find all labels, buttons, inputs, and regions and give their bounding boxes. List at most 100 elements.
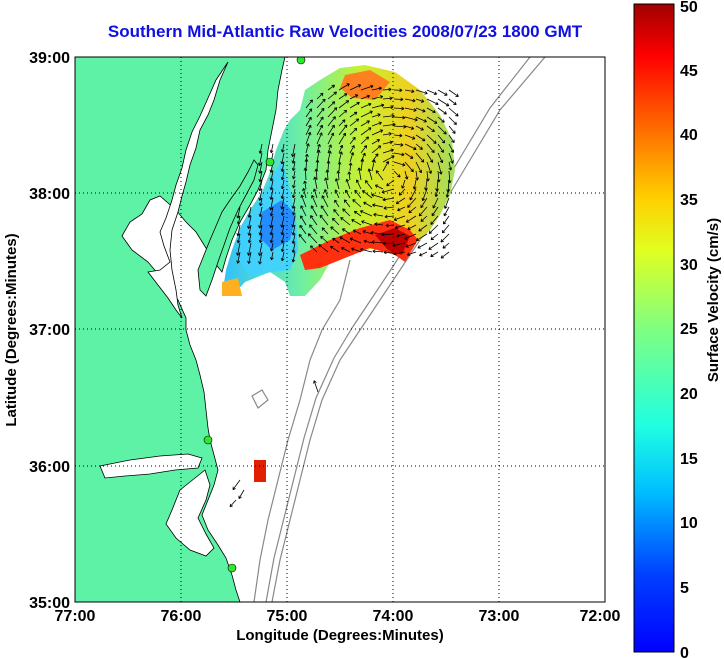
velocity-arrow: [360, 127, 372, 136]
velocity-arrow: [437, 89, 448, 96]
velocity-arrow: [393, 106, 405, 111]
velocity-arrow: [371, 95, 384, 100]
velocity-arrow: [300, 205, 307, 217]
velocity-arrow: [371, 240, 384, 244]
velocity-arrow: [430, 233, 439, 241]
velocity-arrow: [372, 249, 384, 254]
velocity-arrow: [359, 247, 373, 253]
velocity-arrow: [318, 244, 329, 253]
station-marker: [265, 157, 275, 167]
velocity-arrow: [437, 152, 444, 164]
velocity-arrow: [353, 210, 362, 217]
velocity-arrow: [407, 197, 417, 208]
velocity-arrow: [292, 170, 296, 180]
velocity-arrow: [292, 179, 296, 189]
velocity-arrow: [370, 230, 384, 235]
velocity-arrow: [349, 94, 359, 100]
velocity-arrow: [269, 215, 274, 229]
velocity-arrow: [280, 224, 285, 236]
velocity-arrow: [247, 242, 252, 256]
velocity-arrow: [408, 206, 417, 214]
velocity-arrow: [316, 98, 326, 109]
velocity-arrow: [327, 107, 338, 118]
velocity-arrow: [415, 143, 423, 150]
velocity-arrow: [280, 215, 285, 228]
velocity-arrow: [393, 161, 406, 167]
x-tick-label: 75:00: [267, 608, 308, 625]
velocity-arrow: [348, 162, 353, 172]
velocity-arrow: [316, 132, 323, 145]
velocity-arrow: [291, 206, 296, 216]
velocity-arrow: [448, 125, 456, 134]
velocity-arrow: [321, 195, 329, 208]
velocity-arrow: [324, 177, 329, 190]
velocity-arrow: [415, 107, 426, 113]
velocity-arrow: [338, 151, 343, 163]
velocity-arrow: [309, 224, 318, 235]
x-tick-label: 74:00: [373, 608, 414, 625]
velocity-arrow: [374, 184, 384, 190]
velocity-arrow: [404, 170, 409, 180]
velocity-arrow: [393, 124, 407, 129]
velocity-arrow: [305, 131, 312, 145]
velocity-arrow: [371, 103, 385, 109]
velocity-arrow: [258, 224, 263, 236]
velocity-arrow: [360, 84, 374, 91]
velocity-arrow: [327, 101, 336, 109]
velocity-arrow: [371, 145, 382, 154]
velocity-arrow: [280, 152, 285, 165]
velocity-arrow: [314, 168, 319, 181]
plot-frame: [74, 56, 606, 603]
velocity-arrow: [426, 161, 433, 174]
velocity-arrow: [316, 124, 323, 136]
x-axis-label: Longitude (Degrees:Minutes): [236, 627, 444, 644]
velocity-arrow: [393, 133, 403, 138]
velocity-arrow: [426, 98, 439, 106]
velocity-arrow: [258, 215, 263, 229]
velocity-arrow: [247, 215, 252, 229]
velocity-arrow: [258, 143, 263, 154]
velocity-arrow: [305, 124, 312, 136]
velocity-arrow: [247, 251, 252, 264]
velocity-arrow: [448, 143, 455, 153]
velocity-arrow: [338, 144, 344, 154]
velocity-arrow: [305, 143, 310, 154]
velocity-arrow: [280, 179, 285, 190]
bathymetry-contours: [251, 57, 546, 602]
velocity-arrow: [417, 242, 428, 249]
velocity-arrow: [349, 84, 362, 91]
velocity-arrow: [404, 116, 418, 122]
velocity-arrow: [363, 201, 373, 208]
x-tick-label: 72:00: [580, 608, 621, 625]
velocity-arrow: [440, 233, 450, 243]
velocity-arrow: [371, 159, 376, 172]
velocity-arrow: [303, 180, 307, 190]
chesapeake-bay: [147, 61, 229, 319]
velocity-arrow: [357, 167, 362, 181]
x-tick-label: 73:00: [479, 608, 520, 625]
velocity-arrow: [442, 242, 450, 249]
velocity-arrow: [299, 224, 307, 235]
velocity-arrow: [437, 134, 446, 144]
velocity-arrow: [360, 145, 368, 154]
velocity-arrow: [393, 115, 406, 120]
delmarva-peninsula: [197, 159, 259, 297]
velocity-arrow: [409, 188, 417, 201]
velocity-arrow: [307, 233, 318, 244]
velocity-arrow: [344, 189, 351, 199]
velocity-arrow: [443, 206, 450, 217]
velocity-arrow: [343, 199, 351, 208]
velocity-arrow: [338, 119, 346, 127]
colorbar-tick-label: 5: [680, 580, 689, 597]
velocity-arrow: [345, 178, 351, 190]
velocity-arrow: [404, 107, 417, 112]
velocity-arrow: [236, 206, 241, 219]
velocity-arrow: [269, 242, 274, 252]
velocity-arrow: [419, 251, 428, 257]
velocity-arrow: [363, 239, 373, 244]
velocity-arrow: [303, 167, 308, 181]
velocity-arrow: [430, 251, 439, 258]
velocity-arrow: [404, 233, 417, 240]
velocity-arrow: [310, 205, 318, 217]
velocity-arrow: [300, 215, 307, 226]
